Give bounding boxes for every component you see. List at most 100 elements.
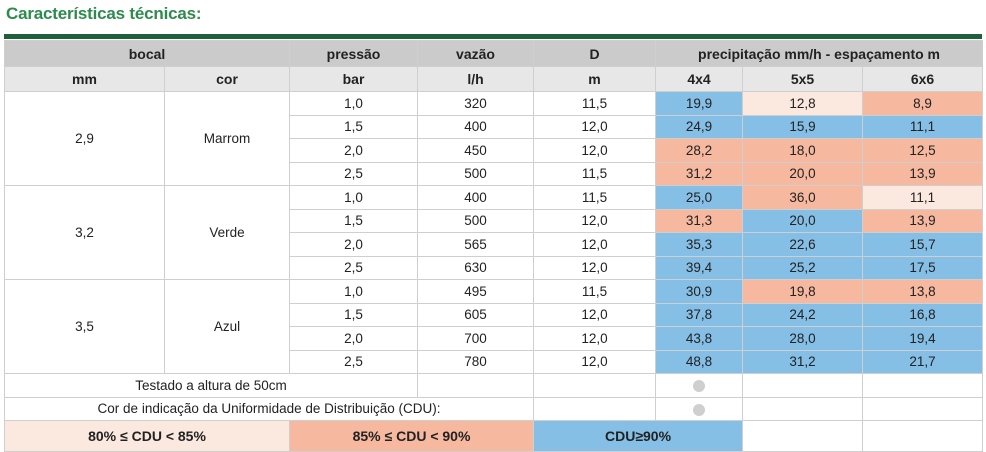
precip-5x5-cell: 24,2 <box>742 302 864 327</box>
header-6x6: 6x6 <box>862 66 984 92</box>
precip-5x5-cell: 31,2 <box>742 349 864 374</box>
table-row: 2,9 Marrom 1,0 320 11,5 19,9 12,8 8,9 <box>4 91 984 186</box>
table-row: 3,2 Verde 1,0 400 11,5 25,0 36,0 11,1 <box>4 185 984 280</box>
precip-6x6-cell: 15,7 <box>862 232 984 257</box>
empty-cell <box>862 396 984 421</box>
pressao-cell: 2,5 <box>289 161 419 186</box>
header-pressao: pressão <box>289 40 419 67</box>
note-tested: Testado a altura de 50cm <box>3 373 419 398</box>
pressao-cell: 1,5 <box>289 302 419 327</box>
note-row-tested: Testado a altura de 50cm <box>3 373 984 398</box>
table-row: 2,0 450 12,0 28,2 18,0 12,5 <box>5 138 984 163</box>
precip-6x6-cell: 21,7 <box>862 349 984 374</box>
precip-4x4-cell: 31,2 <box>655 161 744 186</box>
table-row: 2,0 700 12,0 43,8 28,0 19,4 <box>5 326 984 351</box>
d-cell: 12,0 <box>533 114 657 139</box>
precip-4x4-cell: 25,0 <box>655 185 744 210</box>
header-4x4: 4x4 <box>655 66 744 92</box>
header-row-1: bocal pressão vazão D precipitação mm/h … <box>3 40 984 67</box>
bocal-cor-cell: Marrom <box>163 91 291 186</box>
d-cell: 12,0 <box>533 349 657 374</box>
precip-5x5-cell: 36,0 <box>742 185 864 210</box>
table-body: 2,9 Marrom 1,0 320 11,5 19,9 12,8 8,9 1,5 400 12,0… <box>4 91 984 374</box>
vazao-cell: 495 <box>417 279 535 304</box>
precip-4x4-cell: 37,8 <box>655 302 744 327</box>
precip-6x6-cell: 13,9 <box>862 208 984 233</box>
vazao-cell: 400 <box>417 185 535 210</box>
empty-cell <box>742 420 864 452</box>
d-cell: 12,0 <box>533 208 657 233</box>
pressao-cell: 1,0 <box>289 91 419 116</box>
empty-cell <box>417 373 535 398</box>
table-row: 1,5 500 12,0 31,3 20,0 13,9 <box>5 208 984 233</box>
pressao-cell: 2,5 <box>289 255 419 280</box>
empty-cell <box>533 396 657 421</box>
table-row: 1,5 605 12,0 37,8 24,2 16,8 <box>5 302 984 327</box>
precip-6x6-cell: 19,4 <box>862 326 984 351</box>
precip-6x6-cell: 11,1 <box>862 114 984 139</box>
precip-4x4-cell: 48,8 <box>655 349 744 374</box>
empty-cell <box>533 373 657 398</box>
d-cell: 12,0 <box>533 302 657 327</box>
bocal-cor-cell: Azul <box>163 279 291 374</box>
d-cell: 12,0 <box>533 255 657 280</box>
table-row: 2,5 630 12,0 39,4 25,2 17,5 <box>5 255 984 280</box>
d-cell: 12,0 <box>533 326 657 351</box>
precip-5x5-cell: 20,0 <box>742 161 864 186</box>
d-cell: 12,0 <box>533 138 657 163</box>
table-footer: Testado a altura de 50cm Cor de indicaçã… <box>3 373 984 452</box>
header-vazao: vazão <box>417 40 535 67</box>
pressao-cell: 1,0 <box>289 279 419 304</box>
note-cdu: Cor de indicação da Uniformidade de Dist… <box>3 396 535 421</box>
header-d: D <box>533 40 657 67</box>
vazao-cell: 700 <box>417 326 535 351</box>
empty-cell <box>742 396 864 421</box>
pressao-cell: 2,0 <box>289 232 419 257</box>
vazao-cell: 400 <box>417 114 535 139</box>
header-5x5: 5x5 <box>742 66 864 92</box>
pressao-cell: 1,0 <box>289 185 419 210</box>
precip-6x6-cell: 12,5 <box>862 138 984 163</box>
precip-6x6-cell: 13,9 <box>862 161 984 186</box>
pressao-cell: 2,0 <box>289 138 419 163</box>
d-cell: 12,0 <box>533 232 657 257</box>
header-row-2: mm cor bar l/h m 4x4 5x5 6x6 <box>4 66 984 92</box>
vazao-cell: 500 <box>417 161 535 186</box>
precip-6x6-cell: 13,8 <box>862 279 984 304</box>
d-cell: 11,5 <box>533 185 657 210</box>
precip-6x6-cell: 8,9 <box>862 91 984 116</box>
d-cell: 11,5 <box>533 91 657 116</box>
specs-table: bocal pressão vazão D precipitação mm/h … <box>3 40 984 452</box>
empty-cell <box>862 420 984 452</box>
precip-5x5-cell: 18,0 <box>742 138 864 163</box>
empty-cell <box>742 373 864 398</box>
precip-4x4-cell: 19,9 <box>655 91 744 116</box>
title-rule <box>4 34 982 39</box>
precip-4x4-cell: 35,3 <box>655 232 744 257</box>
precip-5x5-cell: 19,8 <box>742 279 864 304</box>
dot-cell <box>655 373 744 398</box>
indicator-dot-icon <box>693 403 706 416</box>
precip-4x4-cell: 24,9 <box>655 114 744 139</box>
header-bocal: bocal <box>3 40 291 67</box>
bocal-mm-cell: 2,9 <box>4 91 165 186</box>
note-row-cdu: Cor de indicação da Uniformidade de Dist… <box>3 396 984 421</box>
precip-5x5-cell: 15,9 <box>742 114 864 139</box>
precip-5x5-cell: 22,6 <box>742 232 864 257</box>
header-bar: bar <box>289 66 419 92</box>
vazao-cell: 450 <box>417 138 535 163</box>
legend-mid: 85% ≤ CDU < 90% <box>289 420 535 452</box>
vazao-cell: 780 <box>417 349 535 374</box>
indicator-dot-icon <box>693 380 706 393</box>
pressao-cell: 2,0 <box>289 326 419 351</box>
header-lh: l/h <box>417 66 535 92</box>
precip-4x4-cell: 30,9 <box>655 279 744 304</box>
bocal-mm-cell: 3,5 <box>4 279 165 374</box>
header-m: m <box>533 66 657 92</box>
vazao-cell: 320 <box>417 91 535 116</box>
pressao-cell: 1,5 <box>289 208 419 233</box>
vazao-cell: 605 <box>417 302 535 327</box>
header-cor: cor <box>163 66 291 92</box>
precip-5x5-cell: 20,0 <box>742 208 864 233</box>
table-row: 3,5 Azul 1,0 495 11,5 30,9 19,8 13,8 <box>4 279 984 374</box>
